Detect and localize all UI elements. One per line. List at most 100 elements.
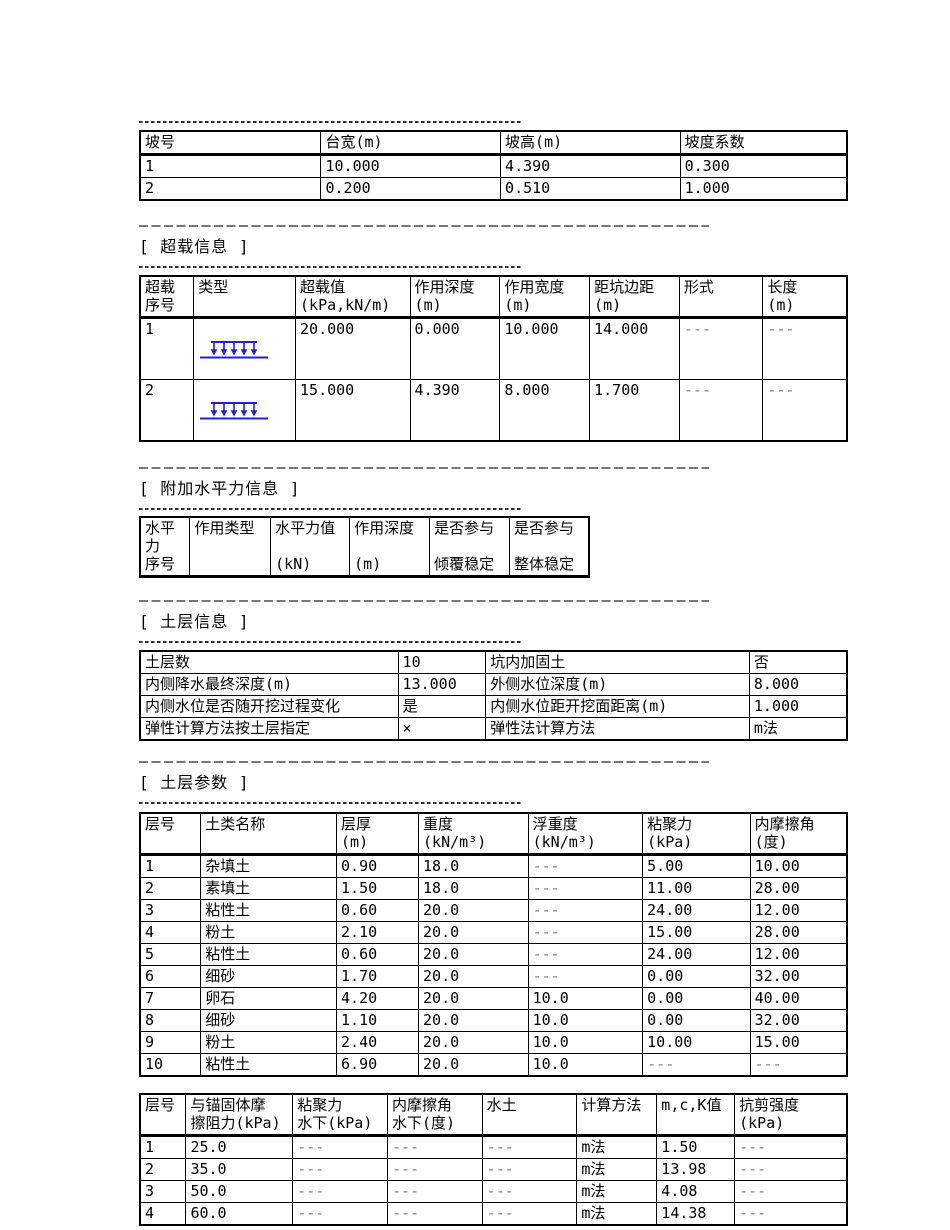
table-cell: --- xyxy=(527,965,644,988)
table-cell: 24.00 xyxy=(642,943,751,966)
table-cell: 2 xyxy=(139,379,195,442)
table-cell: --- xyxy=(386,1180,483,1203)
table-cell: 25.0 xyxy=(185,1135,294,1159)
table-cell: 9 xyxy=(139,1031,202,1054)
column-header: 内摩擦角 水下(度) xyxy=(386,1093,483,1137)
table-row: 土层数 10 坑内加固土否 xyxy=(139,650,848,674)
table-cell: 50.0 xyxy=(185,1180,294,1203)
table-cell: m法 xyxy=(576,1180,658,1203)
table-cell: 10.00 xyxy=(749,854,848,878)
column-header: 类型 xyxy=(193,275,297,319)
soil-info-table: 土层数 10 坑内加固土否内侧降水最终深度(m) 13.000 外侧水位深度(m) 8.0… xyxy=(139,650,848,741)
table-cell: 土层数 xyxy=(139,650,399,674)
table-cell: 4 xyxy=(139,1202,187,1226)
table-cell: 0.00 xyxy=(642,965,751,988)
table-cell: 5.00 xyxy=(642,854,751,878)
table-cell: 6 xyxy=(139,965,202,988)
table-cell: 粘性土 xyxy=(200,1053,338,1077)
column-header: 重度 (kN/m³) xyxy=(418,812,529,856)
column-header: 超载值 (kPa,kN/m) xyxy=(295,275,411,319)
table-cell: --- xyxy=(762,317,848,380)
table-cell: 细砂 xyxy=(200,965,338,988)
separator-dashed-short xyxy=(139,121,521,123)
column-header: 是否参与 倾覆稳定 xyxy=(429,516,510,578)
table-cell: 坑内加固土 xyxy=(485,650,750,674)
column-header: 距坑边距 (m) xyxy=(589,275,680,319)
table-cell: 0.300 xyxy=(679,154,848,178)
table-cell: 28.00 xyxy=(749,921,848,944)
table-cell: --- xyxy=(527,921,644,944)
table-cell: --- xyxy=(481,1135,578,1159)
column-header: 粘聚力 (kPa) xyxy=(642,812,751,856)
table-cell: 18.0 xyxy=(418,854,529,878)
table-cell: 0.00 xyxy=(642,987,751,1010)
table-cell: 20.0 xyxy=(418,899,529,922)
table-cell: 粉土 xyxy=(200,1031,338,1054)
table-cell: 13.000 xyxy=(397,673,487,696)
table-cell: 20.000 xyxy=(295,317,411,380)
table-cell: 0.90 xyxy=(336,854,420,878)
table-cell: 0.60 xyxy=(336,943,420,966)
table-cell: 35.0 xyxy=(185,1158,294,1181)
column-header: 粘聚力 水下(kPa) xyxy=(292,1093,388,1137)
table-cell: 2.40 xyxy=(336,1031,420,1054)
table-cell: --- xyxy=(749,1053,848,1077)
table-cell: 4.08 xyxy=(656,1180,736,1203)
table-cell: 1.10 xyxy=(336,1009,420,1032)
table-cell: 10.0 xyxy=(527,1053,644,1077)
table-row: 3 50.0 --- --- --- m法 4.08 --- xyxy=(139,1180,848,1203)
header-row: 水平 力 序号 作用类型 水平力值 (kN) 作用深度 (m) 是否参与 倾覆稳定 是否参… xyxy=(139,516,590,578)
table-cell: 13.98 xyxy=(656,1158,736,1181)
table-cell: 4 xyxy=(139,921,202,944)
table-cell: 0.00 xyxy=(642,1009,751,1032)
table-cell: --- xyxy=(527,854,644,878)
section-title-horizontal-force: [ 附加水平力信息 ] xyxy=(139,479,301,498)
table-cell: --- xyxy=(527,943,644,966)
table-cell: 粘性土 xyxy=(200,899,338,922)
table-cell: 20.0 xyxy=(418,921,529,944)
column-header: 与锚固体摩 擦阻力(kPa) xyxy=(185,1093,294,1137)
table-cell: 细砂 xyxy=(200,1009,338,1032)
table-cell: 1.50 xyxy=(336,877,420,900)
header-row: 坡号 台宽(m) 坡高(m) 坡度系数 xyxy=(139,130,848,156)
table-cell: 2 xyxy=(139,177,322,201)
table-cell: 1 xyxy=(139,317,195,380)
column-header: 作用深度 (m) xyxy=(349,516,431,578)
column-header: 台宽(m) xyxy=(320,130,502,156)
table-cell: 3 xyxy=(139,899,202,922)
table-cell: 内侧水位距开挖面距离(m) xyxy=(485,695,750,718)
table-cell: 内侧水位是否随开挖过程变化 xyxy=(139,695,399,718)
surcharge-table: 超载 序号 类型 超载值 (kPa,kN/m) 作用深度 (m) 作用宽度 (m) 距坑边… xyxy=(139,275,848,442)
table-cell: 11.00 xyxy=(642,877,751,900)
table-row: 4 粉土 2.10 20.0 --- 15.00 28.00 xyxy=(139,921,848,944)
table-cell: --- xyxy=(678,317,764,380)
table-cell: 15.000 xyxy=(295,379,411,442)
table-cell: 弹性法计算方法 xyxy=(485,717,750,741)
table-cell: --- xyxy=(734,1202,848,1226)
table-cell: 60.0 xyxy=(185,1202,294,1226)
separator-dashed-short xyxy=(139,641,521,643)
column-header: 层厚 (m) xyxy=(336,812,420,856)
table-row: 3 粘性土 0.60 20.0 --- 24.00 12.00 xyxy=(139,899,848,922)
table-cell: 32.00 xyxy=(749,1009,848,1032)
table-cell: --- xyxy=(734,1180,848,1203)
table-cell: 1 xyxy=(139,1135,187,1159)
column-header: 超载 序号 xyxy=(139,275,195,319)
table-cell: 杂填土 xyxy=(200,854,338,878)
separator-dashed-long xyxy=(139,600,709,602)
table-cell: 10.000 xyxy=(499,317,591,380)
table-cell: 外侧水位深度(m) xyxy=(485,673,750,696)
table-row: 内侧水位是否随开挖过程变化是内侧水位距开挖面距离(m) 1.000 xyxy=(139,695,848,718)
distributed-load-icon xyxy=(193,379,297,442)
separator-dashed-short xyxy=(139,802,521,804)
table-cell: --- xyxy=(762,379,848,442)
slope-table: 坡号 台宽(m) 坡高(m) 坡度系数 1 10.000 4.390 0.300 2 0.200 0… xyxy=(139,130,848,201)
table-cell: 0.510 xyxy=(500,177,681,201)
table-row: 9 粉土 2.40 20.0 10.0 10.00 15.00 xyxy=(139,1031,848,1054)
column-header: 抗剪强度 (kPa) xyxy=(734,1093,848,1137)
table-cell: 20.0 xyxy=(418,1053,529,1077)
header-row: 层号 土类名称 层厚 (m) 重度 (kN/m³) 浮重度 (kN/m³) 粘聚力 (kP… xyxy=(139,812,848,856)
table-cell: 弹性计算方法按土层指定 xyxy=(139,717,399,741)
table-cell: --- xyxy=(386,1202,483,1226)
